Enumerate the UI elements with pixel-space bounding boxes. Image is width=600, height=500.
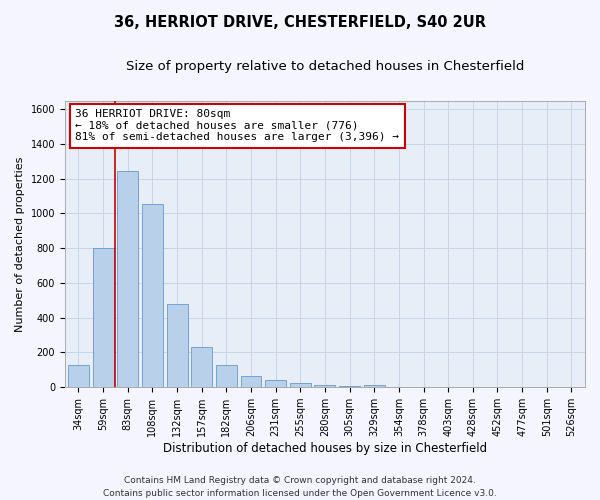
Title: Size of property relative to detached houses in Chesterfield: Size of property relative to detached ho… (126, 60, 524, 73)
Bar (339, 386, 360, 387)
Bar (364, 385, 385, 387)
Bar (314, 384, 335, 387)
Bar (142, 204, 163, 387)
Bar (265, 380, 286, 387)
Y-axis label: Number of detached properties: Number of detached properties (15, 156, 25, 332)
X-axis label: Distribution of detached houses by size in Chesterfield: Distribution of detached houses by size … (163, 442, 487, 455)
Bar (241, 376, 262, 387)
Text: Contains HM Land Registry data © Crown copyright and database right 2024.
Contai: Contains HM Land Registry data © Crown c… (103, 476, 497, 498)
Bar (388, 386, 409, 387)
Bar (191, 347, 212, 387)
Text: 36 HERRIOT DRIVE: 80sqm
← 18% of detached houses are smaller (776)
81% of semi-d: 36 HERRIOT DRIVE: 80sqm ← 18% of detache… (76, 109, 400, 142)
Bar (167, 304, 188, 387)
Bar (117, 171, 138, 387)
Bar (216, 365, 237, 387)
Bar (68, 364, 89, 387)
Bar (92, 248, 113, 387)
Bar (290, 382, 311, 387)
Text: 36, HERRIOT DRIVE, CHESTERFIELD, S40 2UR: 36, HERRIOT DRIVE, CHESTERFIELD, S40 2UR (114, 15, 486, 30)
